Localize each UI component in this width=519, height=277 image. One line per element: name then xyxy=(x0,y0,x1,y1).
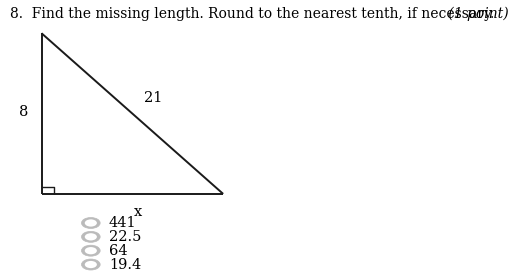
Ellipse shape xyxy=(81,217,100,229)
Ellipse shape xyxy=(85,219,97,227)
Ellipse shape xyxy=(81,245,100,256)
Text: 8: 8 xyxy=(19,105,28,119)
Text: 64: 64 xyxy=(109,244,128,258)
Ellipse shape xyxy=(81,231,100,242)
Text: 19.4: 19.4 xyxy=(109,258,141,271)
Text: 21: 21 xyxy=(144,91,162,105)
Text: 8.  Find the missing length. Round to the nearest tenth, if necessary.: 8. Find the missing length. Round to the… xyxy=(10,7,495,21)
Text: 22.5: 22.5 xyxy=(109,230,141,244)
Ellipse shape xyxy=(85,233,97,240)
Text: 441: 441 xyxy=(109,216,136,230)
Ellipse shape xyxy=(85,247,97,254)
Ellipse shape xyxy=(85,261,97,268)
Text: (1 point): (1 point) xyxy=(444,7,509,21)
Ellipse shape xyxy=(81,259,100,270)
Text: x: x xyxy=(133,205,142,219)
